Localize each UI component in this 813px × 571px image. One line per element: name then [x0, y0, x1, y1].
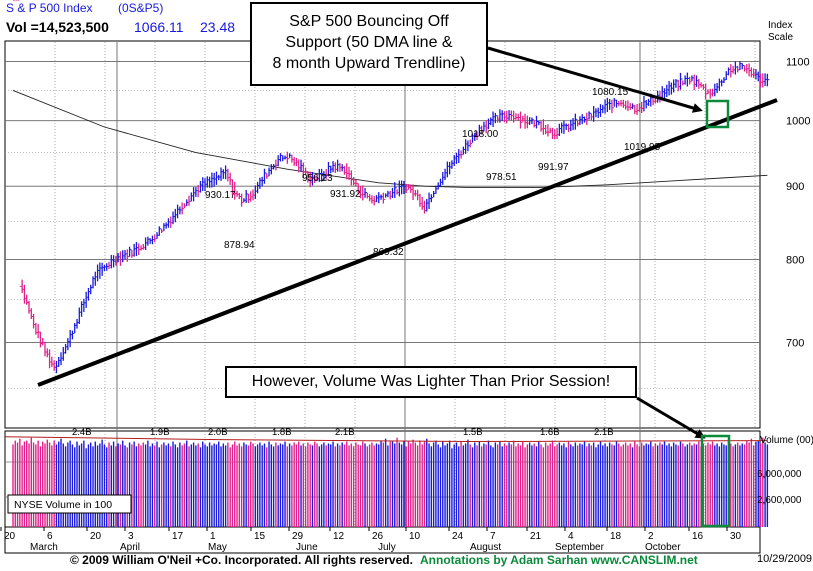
- price-point-label: 931.92: [330, 189, 361, 200]
- volume-peak-label: 2.4B: [72, 427, 92, 438]
- month-label: September: [555, 542, 605, 553]
- date-tick-label: 30: [730, 531, 742, 542]
- date-tick-label: 10: [409, 531, 421, 542]
- price-point-label: 956.23: [302, 173, 333, 184]
- price-point-label: 878.94: [224, 240, 255, 251]
- price-point-label: 991.97: [538, 162, 569, 173]
- annotation-support: S&P 500 Bouncing Off Support (50 DMA lin…: [250, 2, 488, 86]
- moving-average-lines: [12, 89, 768, 189]
- volume-average-line: [4, 436, 768, 443]
- arrow-to-support: [487, 46, 703, 113]
- volume-moving-average: [4, 436, 768, 443]
- arrow-to-volume: [636, 396, 706, 439]
- volume-peak-label: 2.1B: [594, 427, 614, 438]
- volume-readout: Vol =14,523,500: [6, 19, 109, 35]
- price-tick-label: 800: [786, 254, 804, 266]
- annotation-volume: However, Volume Was Lighter Than Prior S…: [225, 366, 637, 398]
- volume-axis-title: Volume (00): [760, 435, 813, 446]
- date-tick-label: 29: [292, 531, 304, 542]
- volume-peak-label: 2.0B: [208, 427, 228, 438]
- date-tick-label: 15: [254, 531, 266, 542]
- date-tick-label: 16: [692, 531, 704, 542]
- annotation-volume-text: However, Volume Was Lighter Than Prior S…: [251, 373, 611, 390]
- price-tick-label: 1100: [786, 56, 810, 68]
- price-axis-title-line-1: Index: [768, 20, 792, 31]
- price-axis-title-line-2: Scale: [768, 32, 793, 43]
- upward-trendline: [37, 98, 778, 387]
- volume-legend-box: [7, 494, 132, 514]
- price-point-label: 978.51: [486, 172, 517, 183]
- date-tick-label: 20: [4, 531, 16, 542]
- highlight-boxes: [700, 99, 731, 528]
- price-point-label: 1080.15: [592, 87, 629, 98]
- copyright: © 2009 William O'Neil +Co. Incorporated.…: [70, 553, 413, 567]
- annotation-arrows: [487, 46, 706, 439]
- month-label: March: [30, 542, 58, 553]
- price-tick-label: 1000: [786, 116, 810, 128]
- date-tick-label: 26: [372, 531, 384, 542]
- date-tick-label: 12: [333, 531, 345, 542]
- date-tick-label: 3: [128, 531, 134, 542]
- annotation-credit: Annotations by Adam Sarhan www.CANSLIM.n…: [420, 553, 698, 567]
- month-label: August: [470, 542, 501, 553]
- annotation-support-line-3: 8 month Upward Trendline): [272, 55, 466, 72]
- chart-date: 10/29/2009: [757, 553, 813, 565]
- volume-peak-label: 1.6B: [540, 427, 560, 438]
- price-tick-label: 900: [786, 181, 804, 193]
- trendline: [37, 98, 778, 387]
- highlight-price-box: [705, 99, 730, 129]
- price-point-label: 869.32: [373, 247, 404, 258]
- date-tick-label: 6: [47, 531, 53, 542]
- month-label: April: [120, 542, 140, 553]
- month-label: May: [208, 542, 227, 553]
- price-point-label: 1018.00: [462, 129, 499, 140]
- volume-tick-label: 6,000,000: [757, 469, 802, 480]
- highlight-volume-box: [700, 434, 731, 528]
- price-tick-label: 700: [786, 337, 804, 349]
- volume-bars: [12, 437, 769, 527]
- index-title: S & P 500 Index: [6, 1, 93, 15]
- month-label: July: [378, 542, 396, 553]
- month-label: June: [296, 542, 318, 553]
- volume-tick-label: 2,600,000: [757, 495, 802, 506]
- volume-legend-text: NYSE Volume in 100: [14, 499, 112, 511]
- price-point-label: 930.17: [205, 190, 236, 201]
- date-tick-label: 20: [90, 531, 102, 542]
- volume-peak-label: 2.1B: [335, 427, 355, 438]
- date-tick-label: 17: [172, 531, 184, 542]
- date-axis-frame: [4, 526, 761, 554]
- annotation-support-line-2: Support (50 DMA line &: [285, 34, 453, 51]
- change-readout: 23.48: [200, 19, 236, 35]
- date-tick-label: 1: [210, 531, 216, 542]
- volume-peak-label: 1.8B: [272, 427, 292, 438]
- index-symbol: (0S&P5): [118, 1, 164, 15]
- date-tick-label: 2: [648, 531, 654, 542]
- annotation-support-line-1: S&P 500 Bouncing Off: [289, 13, 449, 30]
- date-tick-label: 21: [530, 531, 542, 542]
- date-tick-label: 18: [610, 531, 622, 542]
- volume-peak-label: 1.9B: [150, 427, 170, 438]
- price-readout: 1066.11: [134, 19, 184, 35]
- moving-average-200-day: [12, 89, 768, 189]
- date-tick-label: 4: [568, 531, 574, 542]
- date-tick-label: 7: [490, 531, 496, 542]
- volume-peak-label: 1.5B: [463, 427, 483, 438]
- date-tick-label: 24: [452, 531, 464, 542]
- price-bars: [13, 0, 770, 374]
- price-point-label: 1019.95: [624, 142, 661, 153]
- month-label: October: [645, 542, 681, 553]
